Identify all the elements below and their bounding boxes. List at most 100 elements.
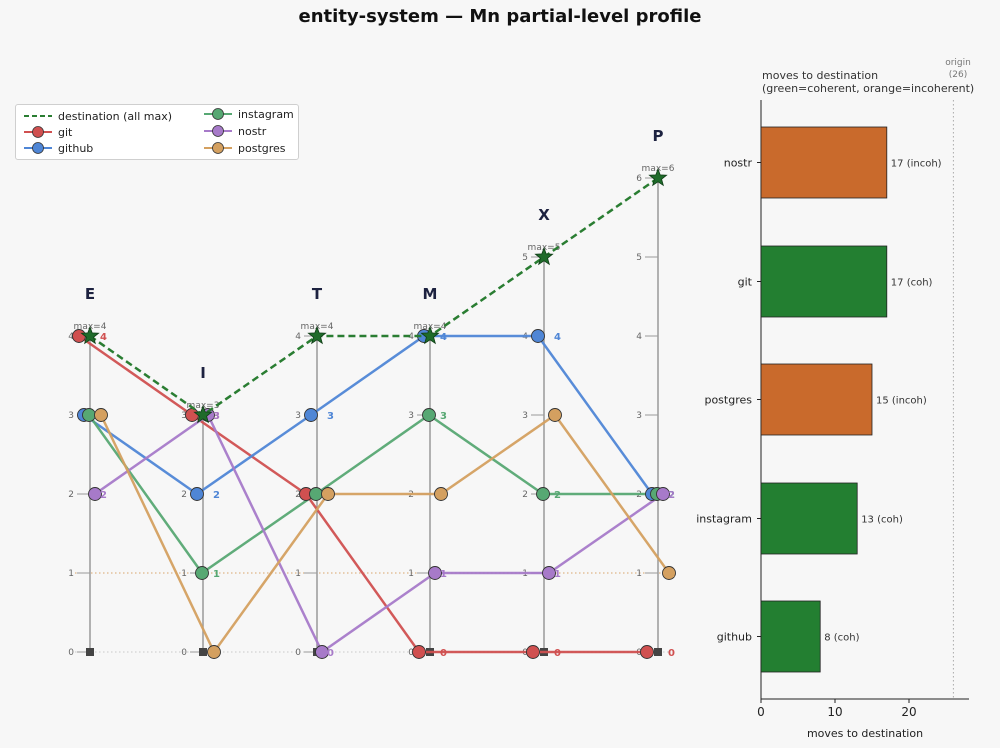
bar-github [760, 600, 821, 673]
bar-nostr [760, 126, 888, 199]
series-instagram-value-label: 2 [554, 490, 561, 501]
series-destination-point [420, 325, 440, 345]
series-github-value-label: 2 [213, 490, 220, 501]
legend-label: git [58, 126, 73, 139]
bar-value-label: 17 (incoh) [891, 159, 942, 170]
axis-tick-label: 0 [295, 648, 301, 658]
series-nostr-point [542, 566, 556, 580]
legend-label: github [58, 142, 94, 155]
series-postgres-point [548, 408, 562, 422]
series-nostr-value-label: 1 [440, 569, 447, 580]
series-nostr-point [656, 487, 670, 501]
bar-value-label: 17 (coh) [891, 278, 933, 289]
axis-tick-label: 4 [636, 332, 642, 342]
origin-label: origin [945, 58, 971, 68]
axis-tick-label: 1 [295, 569, 301, 579]
origin-value-label: (26) [949, 70, 967, 80]
series-github-value-label: 4 [554, 332, 561, 343]
series-postgres-point [321, 487, 335, 501]
series-nostr-point [428, 566, 442, 580]
axis-tick-label: 2 [68, 490, 74, 500]
series-instagram-point [536, 487, 550, 501]
series-github-point [190, 487, 204, 501]
axis-tick-label: 1 [68, 569, 74, 579]
series-nostr-value-label: 0 [327, 648, 334, 659]
series-nostr-value-label: 3 [213, 411, 220, 422]
bar-value-label: 15 (incoh) [876, 396, 927, 407]
bar-git [760, 245, 888, 318]
series-git-value-label: 0 [668, 648, 675, 659]
axis-tick-label: 3 [636, 411, 642, 421]
series-postgres-value-label: 3 [554, 411, 561, 422]
bar-instagram [760, 482, 858, 555]
series-postgres-point [434, 487, 448, 501]
series-github-line [83, 334, 654, 496]
series-nostr-value-label: 2 [668, 490, 675, 501]
series-git-value-label: 0 [440, 648, 447, 659]
series-postgres-value-label: 1 [668, 569, 675, 580]
series-github-point [304, 408, 318, 422]
series-git-point [526, 645, 540, 659]
axis-tick-label: 2 [522, 490, 528, 500]
bar-x-tick-label: 10 [827, 705, 842, 719]
series-postgres-point [94, 408, 108, 422]
chart-title: entity-system — Mn partial-level profile [298, 6, 702, 27]
axis-tick-label: 3 [522, 411, 528, 421]
legend-label: destination (all max) [58, 110, 173, 123]
series-github-value-label: 2 [668, 490, 675, 501]
bar-postgres [760, 363, 873, 436]
series-instagram-point [195, 566, 209, 580]
series-instagram-point [82, 408, 96, 422]
axis-tick-label: 0 [408, 648, 414, 658]
series-destination-point [307, 325, 327, 345]
series-git-point [185, 408, 199, 422]
bar-category-label: postgres [704, 394, 752, 407]
axis-tick-label: 3 [181, 411, 187, 421]
axis-tick-label: 6 [636, 174, 642, 184]
series-git-point [640, 645, 654, 659]
axis-tick-label: 3 [295, 411, 301, 421]
series-nostr-point [88, 487, 102, 501]
series-destination-line [89, 176, 659, 417]
series-github-point [531, 329, 545, 343]
series-nostr-point [315, 645, 329, 659]
axis-T-label: T [312, 285, 323, 303]
series-nostr-value-label: 2 [100, 490, 107, 501]
series-github-value-label: 3 [327, 411, 334, 422]
series-instagram-value-label: 2 [668, 490, 675, 501]
series-destination-point [534, 246, 554, 266]
legend: destination (all max) git github instagr… [15, 104, 299, 160]
series-nostr-line [94, 413, 664, 654]
series-postgres-value-label: 3 [100, 411, 107, 422]
series-git-value-label: 0 [554, 648, 561, 659]
series-postgres-point [662, 566, 676, 580]
series-postgres-line [99, 413, 671, 655]
legend-label: instagram [238, 108, 294, 121]
axis-P-label: P [653, 127, 664, 145]
series-git-point [72, 329, 86, 343]
axis-tick-label: 1 [636, 569, 642, 579]
series-git-value-label: 4 [100, 332, 107, 343]
bar-x-tick-label: 0 [757, 705, 765, 719]
axis-E-label: E [85, 285, 95, 303]
series-postgres-point [207, 645, 221, 659]
series-instagram-point [422, 408, 436, 422]
legend-label: nostr [238, 125, 267, 138]
bar-category-label: instagram [696, 513, 752, 526]
axis-M-label: M [423, 285, 438, 303]
series-postgres-value-label: 2 [440, 490, 447, 501]
axis-X-label: X [538, 206, 550, 224]
bar-x-axis-label: moves to destination [807, 727, 923, 740]
axis-tick-label: 4 [68, 332, 74, 342]
series-instagram-point [309, 487, 323, 501]
series-nostr-value-label: 1 [554, 569, 561, 580]
series-instagram-value-label: 3 [440, 411, 447, 422]
axis-tick-label: 4 [295, 332, 301, 342]
series-git-line [78, 334, 647, 654]
series-git-value-label: 3 [213, 411, 220, 422]
axis-tick-label: 1 [408, 569, 414, 579]
axis-base-marker [654, 648, 662, 656]
series-destination-point [193, 404, 213, 424]
bar-value-label: 13 (coh) [861, 515, 903, 526]
